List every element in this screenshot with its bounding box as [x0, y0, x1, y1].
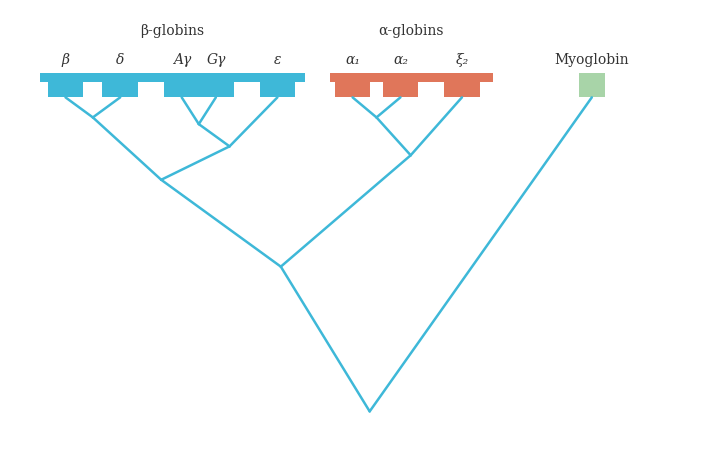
Text: β-globins: β-globins: [140, 24, 204, 38]
Text: Gγ: Gγ: [206, 53, 226, 67]
Text: α₂: α₂: [393, 53, 408, 67]
Bar: [164, 82, 199, 98]
Text: δ: δ: [116, 53, 125, 67]
Bar: [260, 82, 295, 98]
Text: Aγ: Aγ: [172, 53, 191, 67]
Bar: [103, 82, 138, 98]
Bar: [198, 82, 234, 98]
Text: Myoglobin: Myoglobin: [555, 53, 629, 67]
Bar: [382, 82, 418, 98]
Bar: [40, 74, 305, 82]
Bar: [330, 74, 493, 82]
Text: ε: ε: [273, 53, 281, 67]
Bar: [335, 82, 370, 98]
Text: α₁: α₁: [345, 53, 360, 67]
Text: α-globins: α-globins: [379, 24, 444, 38]
Bar: [444, 82, 480, 98]
Bar: [579, 74, 604, 98]
Bar: [48, 82, 83, 98]
Text: β: β: [61, 53, 70, 67]
Text: ξ₂: ξ₂: [455, 53, 468, 67]
